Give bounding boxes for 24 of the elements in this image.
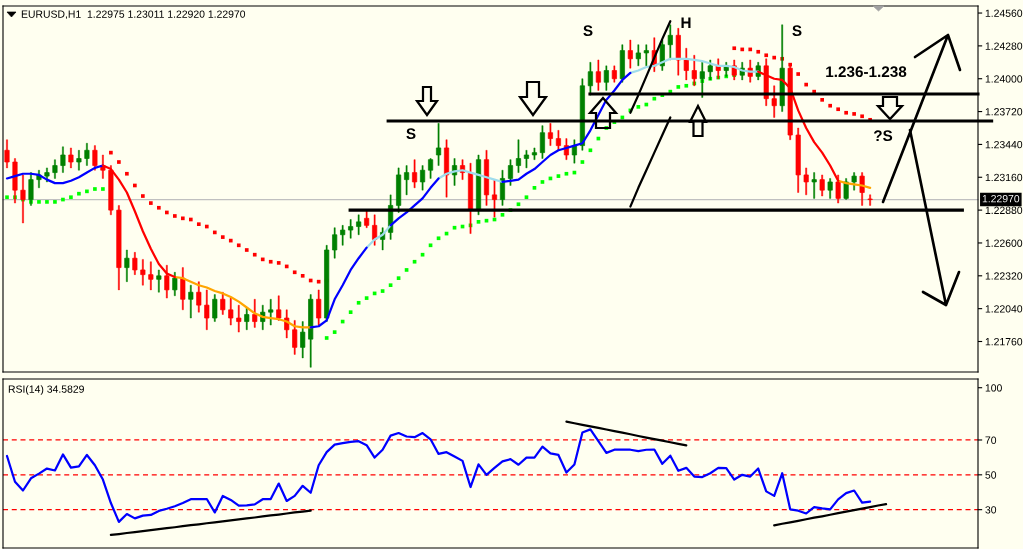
y-tick-label: 1.23160 [985,173,1023,182]
y-tick-label: 1.23720 [985,108,1023,116]
annotation: 1.236-1.238 [826,66,907,78]
y-tick-label: 30 [985,506,997,514]
y-tick-label: 50 [985,471,997,479]
chart-title: EURUSD,H1 1.22975 1.23011 1.22920 1.22970 [21,10,246,20]
y-tick-label: 70 [985,436,997,444]
y-tick-label: 1.21760 [985,338,1023,346]
ref-line-label: 1.22970 [982,194,1020,203]
y-tick-label: 1.22320 [985,272,1023,280]
y-tick-label: 1.22600 [985,239,1023,247]
text: RSI(14) 34.5829 [8,385,84,395]
y-tick-label: 1.24000 [985,75,1023,83]
annotation: S [792,25,802,37]
y-tick-label: 1.24560 [985,9,1023,17]
y-tick-label: 1.22040 [985,305,1023,313]
y-tick-label: 1.23440 [985,140,1023,149]
y-tick-label: 1.22880 [985,206,1023,214]
annotation: H [681,17,691,28]
annotation: S [406,128,416,140]
annotation: ?S [873,130,893,142]
y-tick-label: 1.24280 [985,42,1023,50]
y-tick-label: 100 [985,384,1002,392]
annotation: S [583,25,593,37]
